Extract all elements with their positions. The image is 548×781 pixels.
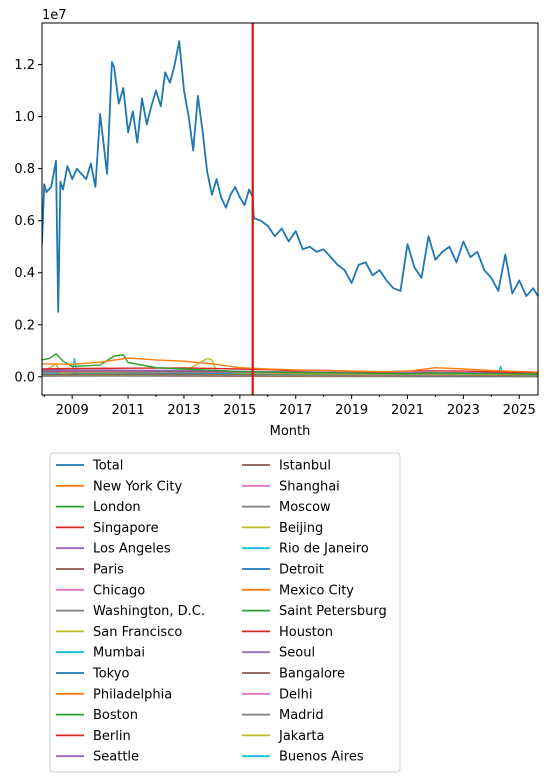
y-tick-label: 0.6 <box>14 214 35 229</box>
legend-item: Rio de Janeiro <box>242 542 369 557</box>
legend-item: London <box>56 500 141 515</box>
legend-item: Paris <box>56 563 124 578</box>
legend-label: Philadelphia <box>93 687 172 702</box>
legend: Total New York City London Singapore Los Ang… <box>49 452 401 773</box>
legend-item: Buenos Aires <box>242 750 364 765</box>
legend-item: Saint Petersburg <box>242 604 387 619</box>
legend-label: Saint Petersburg <box>279 604 387 619</box>
legend-label: London <box>93 500 141 515</box>
legend-item: Washington, D.C. <box>56 604 205 619</box>
legend-label: Buenos Aires <box>279 750 364 765</box>
legend-item: San Francisco <box>56 625 182 640</box>
x-tick-label: 2015 <box>223 403 256 418</box>
legend-label: Jakarta <box>278 729 324 744</box>
series-line-total <box>42 40 538 313</box>
legend-label: Rio de Janeiro <box>279 542 369 557</box>
y-axis: 0.0 0.2 0.4 0.6 0.8 1.0 1.2 <box>14 58 42 385</box>
x-axis-label: Month <box>270 424 311 439</box>
legend-item: Berlin <box>56 729 131 744</box>
legend-item: Shanghai <box>242 479 340 494</box>
legend-item: Philadelphia <box>56 687 172 702</box>
legend-label: Paris <box>93 563 124 578</box>
series-line-new-york-city <box>42 357 538 373</box>
legend-label: Berlin <box>93 729 131 744</box>
x-tick-label: 2021 <box>391 403 424 418</box>
legend-label: Istanbul <box>279 459 331 474</box>
x-tick-label: 2009 <box>56 403 89 418</box>
legend-item: Total <box>56 459 123 474</box>
legend-label: Singapore <box>93 521 159 536</box>
series-layer <box>42 40 538 378</box>
legend-label: Seattle <box>93 750 139 765</box>
y-tick-label: 0.8 <box>14 162 35 177</box>
legend-label: Detroit <box>279 563 324 578</box>
legend-item: Moscow <box>242 500 331 515</box>
legend-item: Seattle <box>56 750 139 765</box>
legend-item: Los Angeles <box>56 542 171 557</box>
x-tick-label: 2023 <box>447 403 480 418</box>
legend-item: Mumbai <box>56 646 145 661</box>
x-tick-label: 2011 <box>112 403 145 418</box>
x-tick-label: 2025 <box>503 403 536 418</box>
legend-label: Chicago <box>93 583 145 598</box>
legend-item: Delhi <box>242 687 312 702</box>
legend-item: Madrid <box>242 708 324 723</box>
legend-label: Mumbai <box>93 646 145 661</box>
legend-item: Bangalore <box>242 667 345 682</box>
legend-item: Chicago <box>56 583 145 598</box>
legend-item: Seoul <box>242 646 315 661</box>
legend-item: Detroit <box>242 563 324 578</box>
y-tick-label: 1.2 <box>14 58 35 73</box>
legend-label: Total <box>92 459 123 474</box>
legend-label: Houston <box>279 625 333 640</box>
legend-label: Los Angeles <box>93 542 171 557</box>
legend-label: Washington, D.C. <box>93 604 205 619</box>
y-tick-label: 0.2 <box>14 318 35 333</box>
series-line-london <box>42 353 538 375</box>
legend-item: Singapore <box>56 521 159 536</box>
legend-label: Bangalore <box>279 667 345 682</box>
y-tick-label: 0.4 <box>14 266 35 281</box>
legend-label: Moscow <box>279 500 331 515</box>
plot-frame <box>41 22 539 396</box>
legend-item: Beijing <box>242 521 323 536</box>
legend-label: San Francisco <box>93 625 182 640</box>
legend-item: Istanbul <box>242 459 331 474</box>
legend-label: Delhi <box>279 687 312 702</box>
legend-label: Beijing <box>279 521 323 536</box>
legend-item: Houston <box>242 625 333 640</box>
y-axis-offset-text: 1e7 <box>42 8 67 23</box>
legend-item: Boston <box>56 708 138 723</box>
legend-label: New York City <box>93 479 182 494</box>
x-axis: 2009 2011 2013 2015 2017 2019 2021 2023 2025 <box>43 395 536 418</box>
x-tick-label: 2019 <box>335 403 368 418</box>
x-tick-label: 2013 <box>167 403 200 418</box>
legend-label: Tokyo <box>92 667 129 682</box>
legend-item: Jakarta <box>242 729 324 744</box>
legend-label: Madrid <box>279 708 324 723</box>
x-tick-label: 2017 <box>279 403 312 418</box>
legend-frame <box>49 452 401 773</box>
legend-item: Mexico City <box>242 583 354 598</box>
legend-item: Tokyo <box>56 667 129 682</box>
y-tick-label: 1.0 <box>14 110 35 125</box>
legend-label: Shanghai <box>279 479 340 494</box>
legend-label: Mexico City <box>279 583 354 598</box>
legend-item: New York City <box>56 479 182 494</box>
legend-label: Boston <box>93 708 138 723</box>
legend-items: Total New York City London Singapore Los Ang… <box>56 459 387 765</box>
legend-label: Seoul <box>279 646 315 661</box>
y-tick-label: 0.0 <box>14 370 35 385</box>
